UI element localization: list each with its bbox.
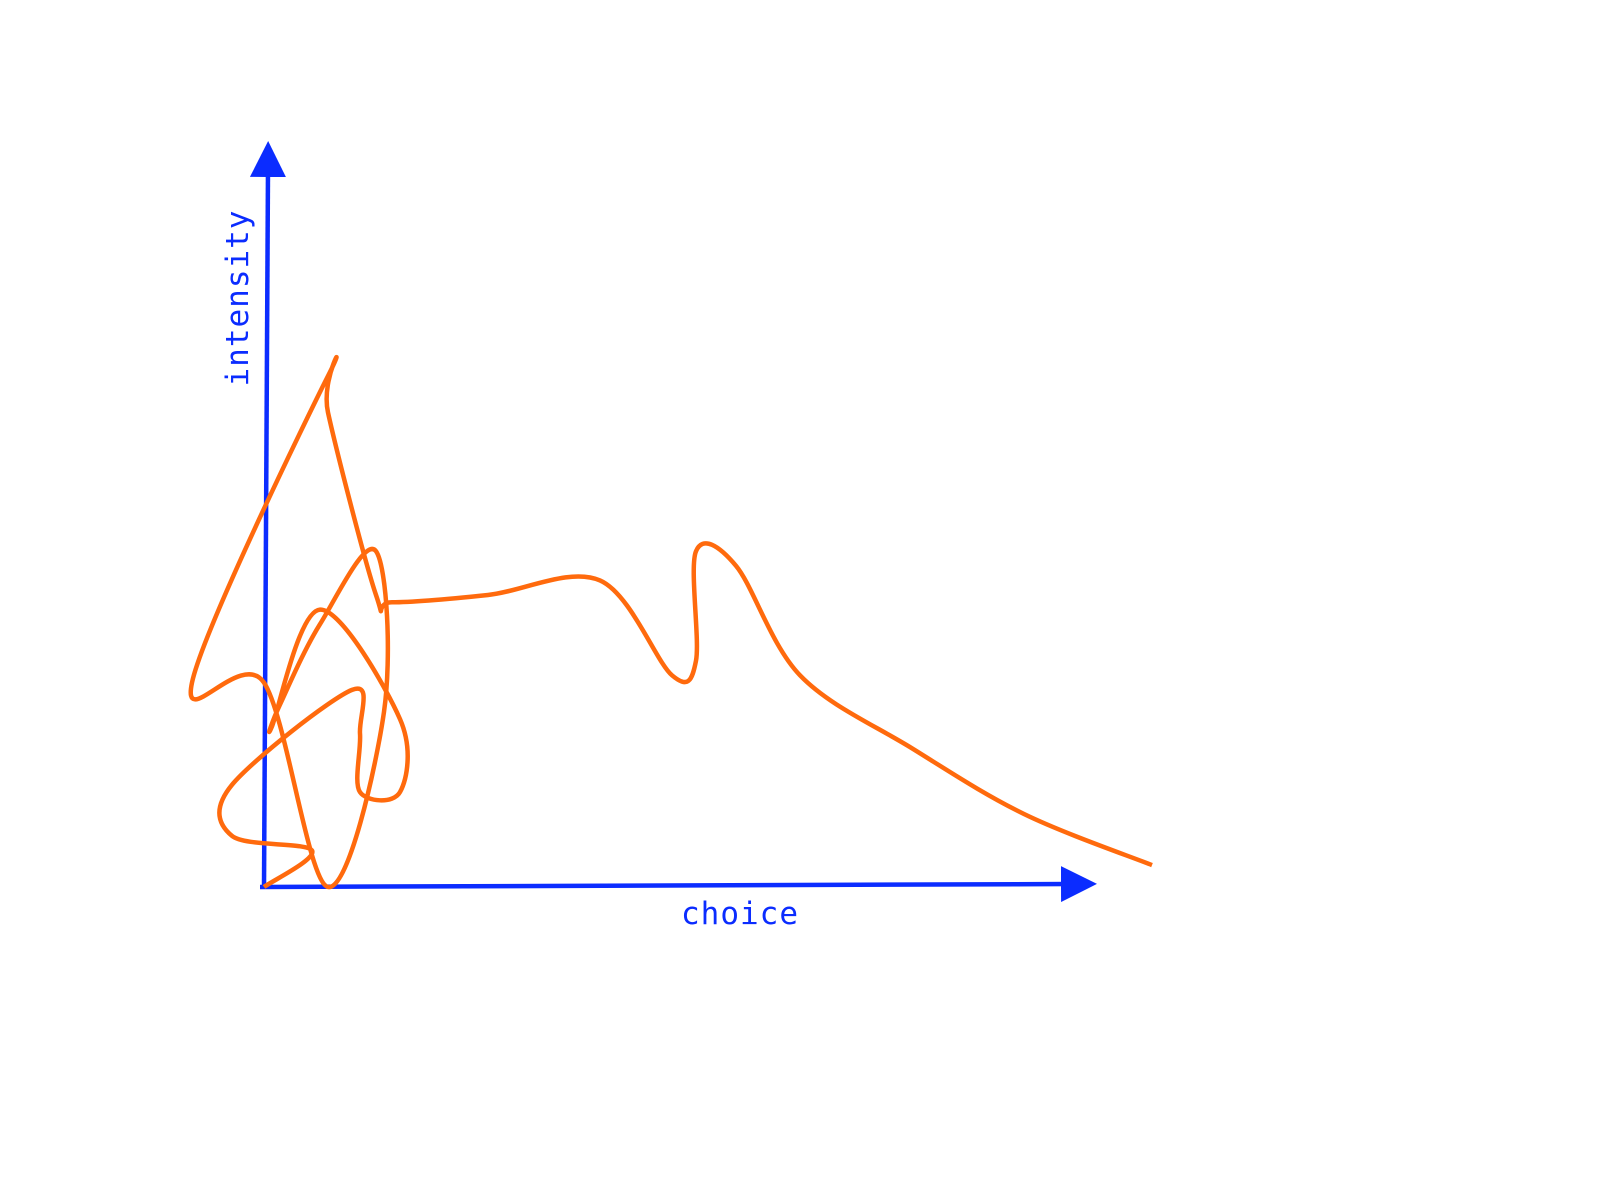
x-axis-label: choice (681, 896, 799, 932)
y-axis (249, 141, 286, 888)
series-line (188, 355, 1153, 890)
x-axis (259, 866, 1097, 903)
y-axis-label: intensity (220, 210, 256, 387)
